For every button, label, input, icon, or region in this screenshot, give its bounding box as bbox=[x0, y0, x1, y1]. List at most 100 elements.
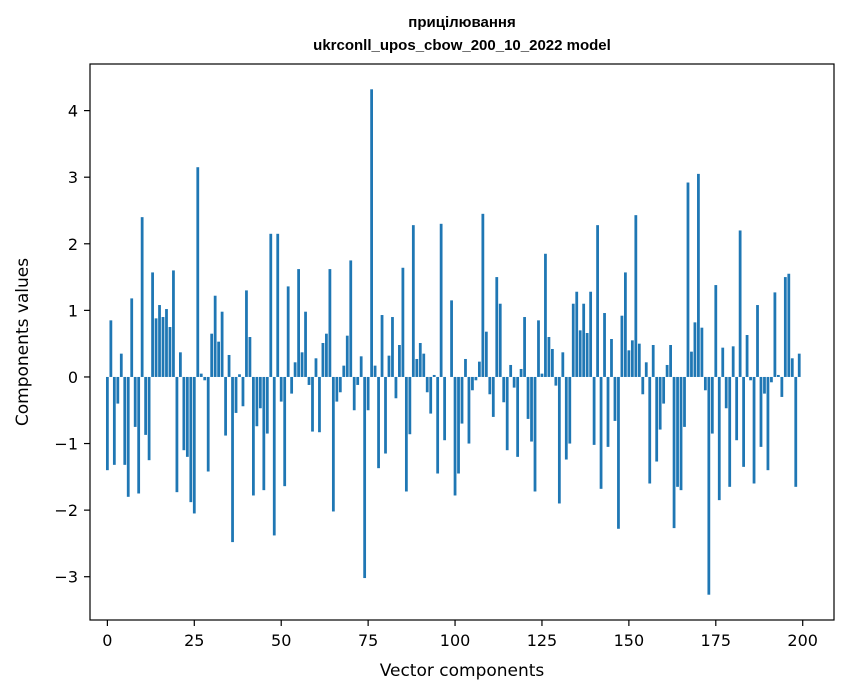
x-tick-label: 25 bbox=[184, 631, 204, 650]
bar bbox=[773, 292, 777, 377]
y-tick-label: 1 bbox=[68, 301, 78, 320]
bar bbox=[509, 364, 513, 377]
bar bbox=[258, 376, 262, 409]
bar bbox=[133, 376, 137, 427]
bar bbox=[630, 340, 634, 377]
bar bbox=[345, 335, 349, 377]
bar bbox=[776, 374, 780, 377]
bar bbox=[683, 376, 686, 427]
bar bbox=[352, 376, 356, 411]
bar bbox=[238, 374, 241, 377]
bar bbox=[721, 347, 725, 377]
bar bbox=[710, 376, 714, 434]
bar bbox=[182, 376, 186, 451]
bars-group bbox=[105, 89, 801, 595]
bar bbox=[582, 303, 586, 377]
bar bbox=[158, 305, 161, 377]
plot-frame bbox=[89, 63, 835, 621]
bar bbox=[551, 348, 554, 377]
bar bbox=[763, 376, 766, 394]
bar bbox=[203, 376, 207, 381]
bar bbox=[123, 376, 127, 465]
bar bbox=[227, 354, 231, 377]
bar bbox=[505, 376, 509, 451]
bar bbox=[530, 376, 533, 442]
bar bbox=[206, 376, 210, 472]
bar bbox=[377, 376, 380, 469]
bar bbox=[686, 182, 690, 377]
bar bbox=[627, 350, 631, 377]
bar bbox=[373, 365, 377, 377]
bar bbox=[338, 376, 342, 393]
y-tick-label: −1 bbox=[54, 435, 78, 454]
bar bbox=[794, 376, 798, 487]
bar bbox=[697, 173, 700, 377]
bar bbox=[185, 376, 189, 457]
bar bbox=[457, 376, 460, 474]
bar bbox=[481, 213, 485, 377]
bar bbox=[717, 376, 721, 501]
bar bbox=[603, 313, 606, 377]
bar bbox=[172, 270, 175, 377]
bar bbox=[318, 376, 321, 433]
bar bbox=[502, 376, 506, 403]
bar bbox=[679, 376, 683, 491]
bar bbox=[790, 358, 794, 377]
bar bbox=[328, 269, 332, 377]
bar bbox=[387, 355, 391, 377]
bar bbox=[140, 217, 144, 377]
bar bbox=[464, 358, 467, 377]
bar bbox=[544, 253, 547, 377]
bar bbox=[783, 277, 787, 377]
bar bbox=[168, 327, 172, 377]
bar bbox=[571, 303, 575, 377]
y-tick-label: −2 bbox=[54, 501, 78, 520]
bar bbox=[384, 376, 387, 454]
bar bbox=[568, 376, 572, 444]
bar bbox=[161, 317, 165, 377]
bar bbox=[366, 376, 370, 411]
bar bbox=[648, 376, 652, 484]
bar bbox=[321, 343, 325, 377]
bar bbox=[210, 333, 214, 377]
bar bbox=[105, 376, 109, 471]
bar bbox=[314, 358, 318, 377]
bar bbox=[311, 376, 314, 432]
bar bbox=[690, 351, 693, 377]
bar bbox=[199, 373, 203, 377]
bar bbox=[443, 376, 447, 441]
bar bbox=[439, 223, 443, 377]
bar bbox=[436, 376, 440, 474]
bar bbox=[703, 376, 707, 391]
bar bbox=[265, 376, 269, 434]
bar bbox=[669, 345, 672, 377]
y-tick-label: 3 bbox=[68, 168, 78, 187]
x-tick-label: 50 bbox=[271, 631, 291, 650]
bar bbox=[394, 376, 398, 399]
bar bbox=[116, 376, 120, 404]
bar bbox=[738, 230, 742, 377]
bar bbox=[245, 290, 248, 377]
bar bbox=[304, 311, 307, 377]
bar bbox=[742, 376, 745, 467]
bar bbox=[547, 337, 551, 377]
bar bbox=[735, 376, 739, 441]
bar bbox=[484, 331, 488, 377]
y-tick-label: −3 bbox=[54, 568, 78, 587]
bar bbox=[154, 318, 158, 377]
bar bbox=[624, 272, 627, 377]
bar bbox=[512, 376, 516, 388]
x-tick-label: 100 bbox=[440, 631, 471, 650]
bar bbox=[592, 376, 596, 445]
bar bbox=[554, 376, 558, 386]
bar bbox=[283, 376, 287, 487]
bar bbox=[644, 362, 648, 377]
bar bbox=[432, 374, 436, 377]
bar bbox=[672, 376, 676, 529]
bar bbox=[404, 376, 408, 492]
bar bbox=[213, 295, 217, 377]
bar bbox=[474, 376, 478, 381]
bar bbox=[248, 337, 252, 377]
bar bbox=[422, 353, 426, 377]
bar bbox=[307, 376, 311, 385]
